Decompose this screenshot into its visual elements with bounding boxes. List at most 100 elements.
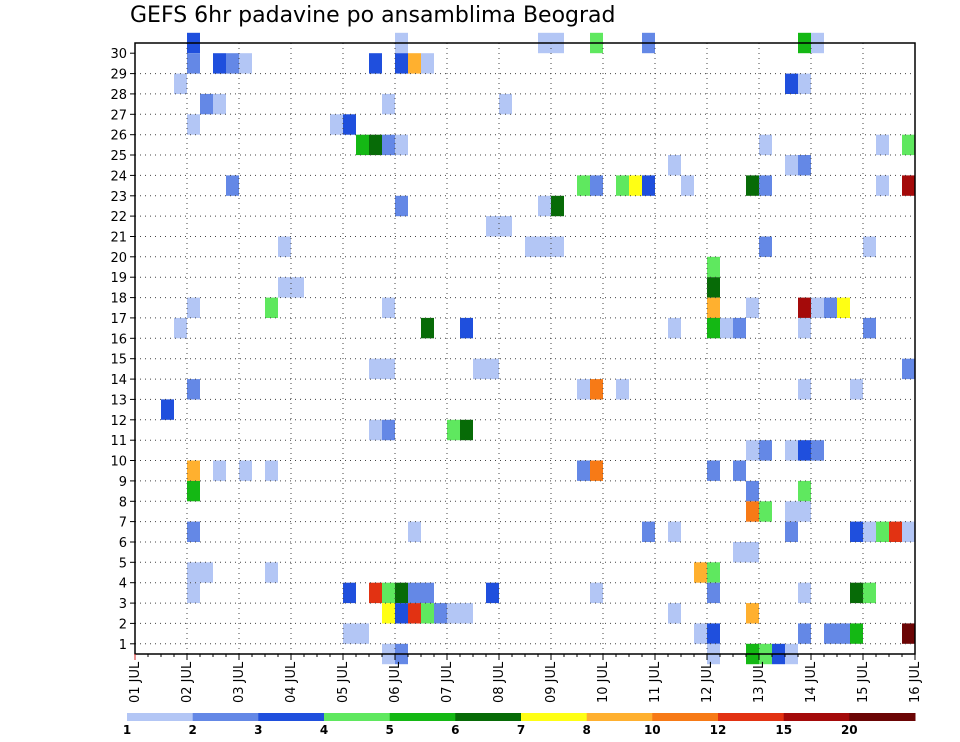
heatmap-cell [785,521,798,542]
heatmap-cell [187,521,200,542]
colorbar-swatch [783,713,850,721]
y-tick-label: 8 [119,495,127,510]
heatmap-cell [369,419,382,441]
colorbar-label: 4 [320,723,328,737]
y-tick-label: 19 [110,271,127,286]
heatmap-cell [538,195,551,217]
heatmap-cell [486,216,499,237]
x-tick-label: 02 JUL [180,661,195,703]
heatmap-cell [876,521,889,542]
heatmap-cell [265,297,278,318]
heatmap-cell [421,317,434,339]
x-tick-label: 11 JUL [648,661,663,703]
heatmap-cell [798,379,811,400]
heatmap-cell [850,521,863,542]
y-tick-label: 27 [110,108,127,123]
heatmap-cell [798,297,811,318]
colorbar-swatch [455,713,522,721]
heatmap-cell [824,623,837,644]
heatmap-cell [590,460,603,481]
heatmap-cell [733,317,746,339]
heatmap-cell [369,358,382,380]
y-tick-label: 1 [119,638,127,653]
colorbar-label: 7 [517,723,525,737]
heatmap-cell [187,582,200,604]
heatmap-cell [824,297,837,318]
heatmap-cell [499,216,512,237]
heatmap-cell [668,317,681,339]
heatmap-cell [746,480,759,502]
x-tick-label: 09 JUL [544,661,559,703]
grid-layer [135,43,915,654]
heatmap-cell [499,93,512,115]
x-axis: 01 JUL 02 JUL 03 JUL 04 JUL 05 JUL 06 JUL 07 J… [128,654,923,703]
y-axis: 1234567891011121314151617181920212223242… [110,47,135,653]
x-tick-label: 12 JUL [700,661,715,703]
heatmap-cell [759,440,772,461]
heatmap-cell [226,175,239,196]
heatmap-cell [863,317,876,339]
heatmap-cell [343,582,356,604]
colorbar-label: 6 [451,723,459,737]
colorbar-swatch [127,713,194,721]
heatmap-cell [798,623,811,644]
heatmap-cell [707,582,720,604]
y-tick-label: 22 [110,210,127,225]
heatmap-cell [551,195,564,217]
heatmap-cell [356,134,369,156]
y-tick-label: 20 [110,251,127,266]
x-tick-label: 01 JUL [128,661,143,703]
heatmap-cell [746,440,759,461]
colorbar-label: 20 [841,723,858,737]
heatmap-cell [733,542,746,563]
heatmap-cell [785,440,798,461]
heatmap-cell [291,277,304,298]
heatmap-cell [408,521,421,542]
heatmap-cell [850,379,863,400]
heatmap-cell [785,155,798,176]
heatmap-cell [447,419,460,441]
colorbar: 1 2 3 4 5 6 7 8 10 12 15 20 [123,713,916,737]
heatmap-cell [551,236,564,257]
y-tick-label: 5 [119,556,127,571]
heatmap-cell [577,460,590,481]
heatmap-cell [902,134,915,156]
heatmap-cell [174,317,187,339]
heatmap-cell [408,53,421,74]
heatmap-cell [733,460,746,481]
heatmap-cell [707,297,720,318]
heatmap-cell [850,623,863,644]
heatmap-cell [616,175,629,196]
heatmap-cell [694,623,707,644]
heatmap-cell [707,623,720,644]
heatmap-cell [460,603,473,624]
x-tick-label: 16 JUL [908,661,923,703]
heatmap-cell [395,53,408,74]
heatmap-cell [200,93,213,115]
heatmap-cell [213,93,226,115]
heatmap-cell [798,501,811,522]
heatmap-cell [434,603,447,624]
heatmap-cell [616,379,629,400]
heatmap-cell [213,460,226,481]
heatmap-cell [200,562,213,583]
heatmap-cell [369,134,382,156]
heatmap-cell [161,399,174,420]
y-tick-label: 28 [110,88,127,103]
y-tick-label: 30 [110,47,127,62]
heatmap-cell [746,297,759,318]
heatmap-cell [330,114,343,135]
heatmap-cell [343,623,356,644]
y-tick-label: 13 [110,393,127,408]
heatmap-cell [902,521,915,542]
heatmap-cell [798,480,811,502]
colorbar-swatch [718,713,785,721]
y-tick-label: 3 [119,597,127,612]
x-tick-label: 05 JUL [336,661,351,703]
heatmap-cell [395,195,408,217]
heatmap-cell [837,623,850,644]
heatmap-cell [694,562,707,583]
chart-title: GEFS 6hr padavine po ansamblima Beograd [130,3,616,28]
heatmap-cell [577,175,590,196]
heatmap-cell [382,297,395,318]
